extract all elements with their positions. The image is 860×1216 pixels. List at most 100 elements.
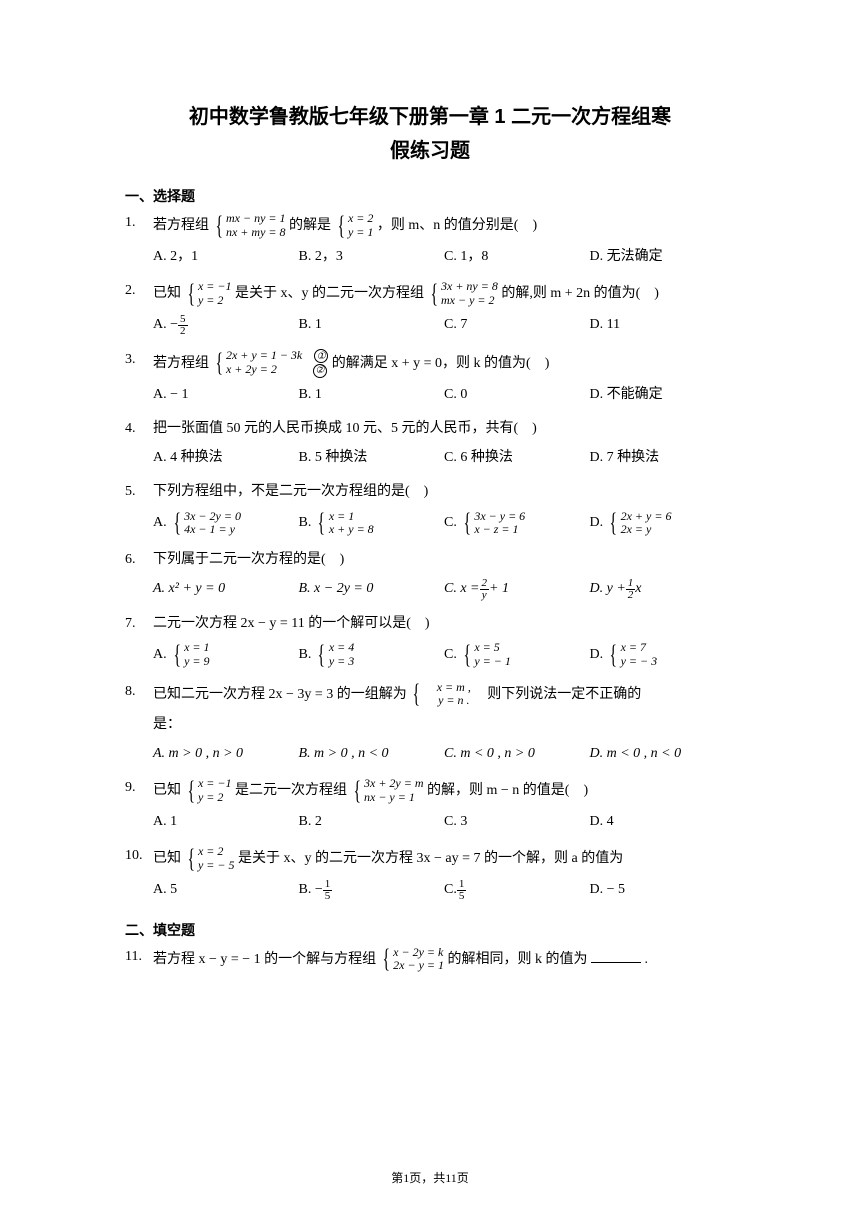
question-7: 7. 二元一次方程 2x − y = 11 的一个解可以是( ) A.{x = … xyxy=(125,613,735,677)
q6-option-d: D. y + 12 x xyxy=(590,578,736,601)
q3-option-d: D. 不能确定 xyxy=(590,384,736,406)
q1-stem-a: 若方程组 xyxy=(153,218,209,233)
title-line1: 初中数学鲁教版七年级下册第一章 1 二元一次方程组寒 xyxy=(125,100,735,134)
circled-1-icon: ① xyxy=(314,349,328,363)
q2-stem-b: 是关于 x、y 的二元一次方程组 xyxy=(235,286,424,301)
title-line2: 假练习题 xyxy=(125,134,735,168)
q6-option-b: B. x − 2y = 0 xyxy=(299,578,445,601)
q1-system-1: {mx − ny = 1nx + my = 8 xyxy=(213,212,286,240)
q10-option-c: C. 15 xyxy=(444,879,590,902)
q11-stem-a: 若方程 x − y = − 1 的一个解与方程组 xyxy=(153,952,376,967)
q1-option-d: D. 无法确定 xyxy=(590,246,736,268)
q5-option-b: B.{x = 1x + y = 8 xyxy=(299,510,445,538)
q4-stem: 把一张面值 50 元的人民币换成 10 元、5 元的人民币，共有( ) xyxy=(153,418,735,440)
q8-follow: 是： xyxy=(153,714,735,736)
q8-stem-a: 已知二元一次方程 2x − 3y = 3 的一组解为 xyxy=(153,687,407,702)
q9-number: 9. xyxy=(125,777,153,841)
q8-option-b: B. m > 0 , n < 0 xyxy=(299,743,445,765)
q5-option-d: D.{2x + y = 62x = y xyxy=(590,510,736,538)
q3-option-b: B. 1 xyxy=(299,384,445,406)
q10-option-d: D. − 5 xyxy=(590,879,736,902)
q11-stem-b: 的解相同，则 k 的值为 xyxy=(448,952,588,967)
q9-sol: {x = −1y = 2 xyxy=(185,777,232,805)
section-1-heading: 一、选择题 xyxy=(125,186,735,206)
q10-stem-b: 是关于 x、y 的二元一次方程 3x − ay = 7 的一个解，则 a 的值为 xyxy=(238,851,623,866)
q4-option-c: C. 6 种换法 xyxy=(444,447,590,469)
q4-option-d: D. 7 种换法 xyxy=(590,447,736,469)
fill-blank xyxy=(591,949,641,963)
q1-stem-c: ，则 m、n 的值分别是( ) xyxy=(377,218,537,233)
section-2-heading: 二、填空题 xyxy=(125,920,735,940)
q10-sol: {x = 2y = − 5 xyxy=(185,845,235,873)
q2-option-b: B. 1 xyxy=(299,314,445,337)
q8-option-a: A. m > 0 , n > 0 xyxy=(153,743,299,765)
q7-number: 7. xyxy=(125,613,153,677)
q6-number: 6. xyxy=(125,549,153,608)
q10-stem-a: 已知 xyxy=(153,851,181,866)
q1-option-a: A. 2，1 xyxy=(153,246,299,268)
q2-stem-c: 的解,则 m + 2n 的值为( ) xyxy=(501,286,659,301)
question-5: 5. 下列方程组中，不是二元一次方程组的是( ) A.{3x − 2y = 04… xyxy=(125,481,735,545)
q7-option-b: B.{x = 4y = 3 xyxy=(299,641,445,669)
q4-number: 4. xyxy=(125,418,153,477)
q8-system: {x = m ,y = n . xyxy=(410,681,483,709)
q2-stem-a: 已知 xyxy=(153,286,181,301)
question-10: 10. 已知 {x = 2y = − 5 是关于 x、y 的二元一次方程 3x … xyxy=(125,845,735,910)
q10-option-a: A. 5 xyxy=(153,879,299,902)
q9-stem-c: 的解，则 m − n 的值是( ) xyxy=(427,783,588,798)
q7-option-a: A.{x = 1y = 9 xyxy=(153,641,299,669)
page-title: 初中数学鲁教版七年级下册第一章 1 二元一次方程组寒 假练习题 xyxy=(125,100,735,168)
q11-system: {x − 2y = k2x − y = 1 xyxy=(380,946,444,974)
q1-system-2: {x = 2y = 1 xyxy=(335,212,374,240)
q5-option-a: A.{3x − 2y = 04x − 1 = y xyxy=(153,510,299,538)
q8-option-c: C. m < 0 , n > 0 xyxy=(444,743,590,765)
q6-stem: 下列属于二元一次方程的是( ) xyxy=(153,549,735,571)
circled-2-icon: ② xyxy=(313,364,327,378)
q5-number: 5. xyxy=(125,481,153,545)
q9-stem-b: 是二元一次方程组 xyxy=(235,783,347,798)
q3-option-a: A. − 1 xyxy=(153,384,299,406)
q3-number: 3. xyxy=(125,349,153,415)
q9-stem-a: 已知 xyxy=(153,783,181,798)
q11-number: 11. xyxy=(125,946,153,980)
q1-stem-b: 的解是 xyxy=(289,218,331,233)
q8-number: 8. xyxy=(125,681,153,773)
q9-option-d: D. 4 xyxy=(590,811,736,833)
question-1: 1. 若方程组 {mx − ny = 1nx + my = 8 的解是 {x =… xyxy=(125,212,735,276)
q6-option-c: C. x = 2y + 1 xyxy=(444,578,590,601)
q3-option-c: C. 0 xyxy=(444,384,590,406)
q2-sol: {x = −1y = 2 xyxy=(185,280,232,308)
q2-option-c: C. 7 xyxy=(444,314,590,337)
q9-system: {3x + 2y = mnx − y = 1 xyxy=(351,777,424,805)
q11-period: . xyxy=(645,952,649,967)
question-6: 6. 下列属于二元一次方程的是( ) A. x² + y = 0 B. x − … xyxy=(125,549,735,608)
q5-option-c: C.{3x − y = 6x − z = 1 xyxy=(444,510,590,538)
q2-option-a: A. −52 xyxy=(153,314,299,337)
question-2: 2. 已知 {x = −1y = 2 是关于 x、y 的二元一次方程组 {3x … xyxy=(125,280,735,345)
q2-system: {3x + ny = 8mx − y = 2 xyxy=(428,280,498,308)
q6-option-a: A. x² + y = 0 xyxy=(153,578,299,601)
q2-number: 2. xyxy=(125,280,153,345)
q9-option-c: C. 3 xyxy=(444,811,590,833)
q8-option-d: D. m < 0 , n < 0 xyxy=(590,743,736,765)
q3-system: {2x + y = 1 − 3k ①x + 2y = 2 ② xyxy=(213,349,329,379)
page-footer: 第1页，共11页 xyxy=(0,1169,860,1186)
question-9: 9. 已知 {x = −1y = 2 是二元一次方程组 {3x + 2y = m… xyxy=(125,777,735,841)
q7-stem: 二元一次方程 2x − y = 11 的一个解可以是( ) xyxy=(153,613,735,635)
q7-option-d: D.{x = 7y = − 3 xyxy=(590,641,736,669)
q1-number: 1. xyxy=(125,212,153,276)
question-8: 8. 已知二元一次方程 2x − 3y = 3 的一组解为 {x = m ,y … xyxy=(125,681,735,773)
question-3: 3. 若方程组 {2x + y = 1 − 3k ①x + 2y = 2 ② 的… xyxy=(125,349,735,415)
q8-stem-b: 则下列说法一定不正确的 xyxy=(487,687,641,702)
q7-option-c: C.{x = 5y = − 1 xyxy=(444,641,590,669)
q9-option-b: B. 2 xyxy=(299,811,445,833)
q1-option-c: C. 1，8 xyxy=(444,246,590,268)
q3-stem-b: 的解满足 x + y = 0，则 k 的值为( ) xyxy=(332,356,550,371)
q4-option-b: B. 5 种换法 xyxy=(299,447,445,469)
q4-option-a: A. 4 种换法 xyxy=(153,447,299,469)
question-11: 11. 若方程 x − y = − 1 的一个解与方程组 {x − 2y = k… xyxy=(125,946,735,980)
q9-option-a: A. 1 xyxy=(153,811,299,833)
q2-option-d: D. 11 xyxy=(590,314,736,337)
q10-option-b: B. − 15 xyxy=(299,879,445,902)
q1-option-b: B. 2，3 xyxy=(299,246,445,268)
